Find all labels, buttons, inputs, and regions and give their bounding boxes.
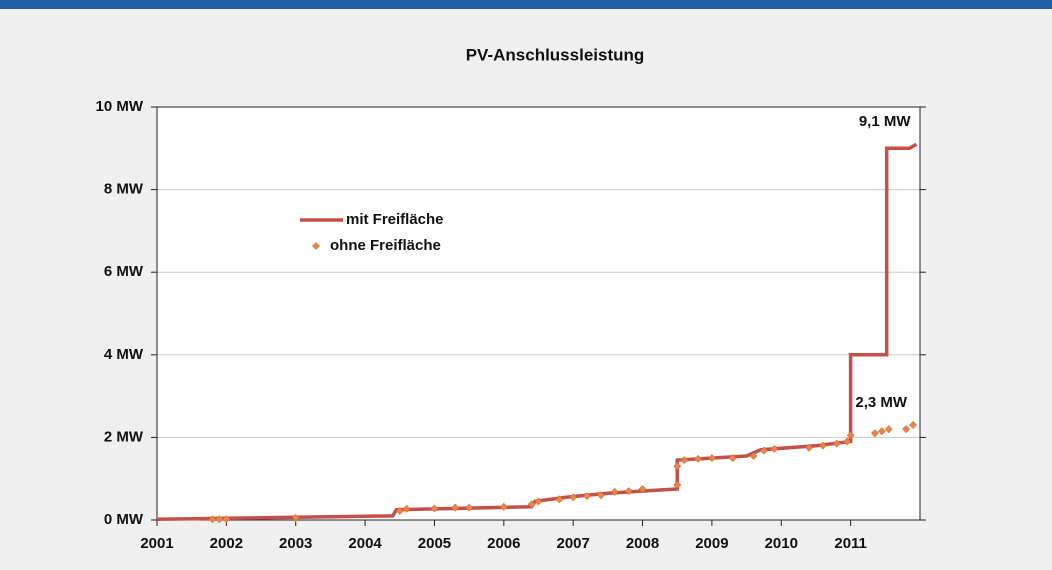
y-tick-label: 0 MW [104, 511, 144, 528]
x-tick-label: 2003 [279, 535, 312, 552]
y-tick-label: 2 MW [104, 428, 144, 445]
point [694, 454, 702, 463]
x-tick-label: 2005 [418, 535, 451, 552]
point [597, 491, 605, 500]
point [624, 487, 633, 496]
point [465, 503, 474, 512]
point [818, 441, 827, 450]
point [843, 437, 852, 446]
x-tick-label: 2010 [765, 535, 798, 552]
point [291, 514, 300, 522]
point [583, 492, 591, 500]
top-band [0, 0, 1052, 9]
point [208, 515, 217, 524]
point [870, 429, 879, 438]
x-tick-label: 2007 [556, 535, 589, 552]
point [805, 443, 813, 452]
x-tick-label: 2002 [210, 535, 243, 552]
point [430, 504, 439, 513]
x-tick-label: 2009 [695, 535, 728, 552]
point [610, 487, 619, 496]
point [402, 504, 411, 513]
point [832, 439, 841, 448]
y-tick-label: 4 MW [104, 346, 144, 363]
point [902, 425, 911, 434]
legend-label: mit Freifläche [346, 211, 444, 228]
point [222, 515, 231, 524]
point [569, 493, 578, 502]
y-tick-label: 6 MW [104, 263, 144, 280]
point [527, 500, 536, 509]
x-tick-label: 2006 [487, 535, 520, 552]
point [749, 452, 758, 460]
point [555, 495, 564, 504]
y-tick-label: 8 MW [104, 181, 144, 198]
point [638, 485, 647, 493]
point [534, 497, 543, 506]
point [673, 462, 682, 471]
point [728, 454, 737, 462]
point [909, 421, 917, 429]
legend-label: ohne Freifläche [330, 237, 441, 254]
plot-frame [156, 106, 921, 521]
x-tick-label: 2011 [834, 535, 867, 552]
x-tick-label: 2004 [348, 535, 382, 552]
point [680, 456, 689, 465]
point [846, 431, 855, 440]
annotation: 2,3 MW [855, 394, 908, 411]
point [707, 454, 716, 462]
x-tick-label: 2001 [140, 535, 173, 552]
plot-area [157, 107, 920, 520]
annotation: 9,1 MW [859, 113, 912, 130]
y-tick-label: 10 MW [95, 98, 143, 115]
point [884, 425, 893, 434]
point [215, 515, 224, 524]
point [877, 427, 886, 436]
point [673, 480, 682, 489]
x-tick-label: 2008 [626, 535, 659, 552]
chart-title: PV-Anschlussleistung [466, 45, 645, 64]
point [451, 503, 460, 512]
point [499, 502, 508, 511]
point [395, 506, 404, 515]
legend-marker [312, 242, 320, 250]
point [770, 445, 779, 453]
point [760, 446, 768, 455]
